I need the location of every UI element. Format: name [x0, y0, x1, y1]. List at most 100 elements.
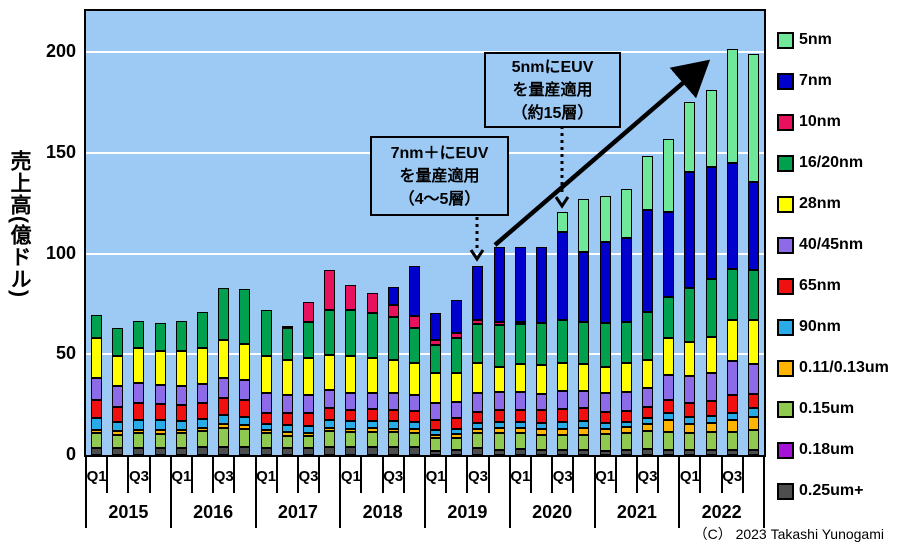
bar-segment-2015Q3-0.25um+ — [133, 448, 145, 455]
bar-segment-2022Q4-0.25um+ — [747, 449, 759, 455]
bar-segment-2019Q4-7nm — [493, 247, 505, 322]
year-divider — [593, 455, 596, 528]
bar-segment-2018Q4-16/20nm — [408, 327, 420, 364]
bar-segment-2022Q2-65nm — [705, 400, 717, 416]
legend-label-7nm: 7nm — [799, 72, 832, 89]
bar-segment-2019Q2-16/20nm — [451, 338, 463, 374]
bar-segment-2015Q1-40/45nm — [91, 378, 103, 400]
bar-segment-2022Q3-16/20nm — [726, 269, 738, 320]
legend-label-90nm: 90nm — [799, 318, 841, 335]
bar-segment-2021Q2-0.11/0.13um — [620, 427, 632, 434]
bar-segment-2019Q2-40/45nm — [451, 401, 463, 419]
bar-segment-2018Q2-40/45nm — [366, 392, 378, 410]
bar-segment-2020Q2-16/20nm — [536, 323, 548, 365]
bar-segment-2021Q2-65nm — [620, 410, 632, 422]
quarter-label-2019-Q3: Q3 — [467, 468, 488, 485]
bar-segment-2022Q3-0.15um — [726, 431, 738, 450]
bar-segment-2018Q2-0.15um — [366, 432, 378, 448]
bar-segment-2018Q3-7nm — [387, 286, 399, 306]
bar-segment-2021Q1-28nm — [599, 366, 611, 394]
bar-segment-2017Q4-0.25um+ — [324, 446, 336, 455]
bar-segment-2018Q3-0.11/0.13um — [387, 428, 399, 433]
bar-segment-2021Q4-28nm — [663, 338, 675, 376]
bar-segment-2015Q3-0.11/0.13um — [133, 430, 145, 434]
bar-segment-2019Q3-7nm — [472, 266, 484, 320]
annotation-line: 7nm＋にEUV — [390, 144, 489, 162]
quarter-label-2022-Q1: Q1 — [679, 468, 700, 485]
year-divider — [339, 455, 342, 528]
bar-segment-2020Q2-0.25um+ — [536, 449, 548, 455]
bar-segment-2015Q2-40/45nm — [112, 386, 124, 408]
bar-segment-2022Q1-40/45nm — [684, 376, 696, 403]
bar-segment-2017Q3-90nm — [302, 425, 314, 433]
bar-segment-2021Q3-90nm — [641, 418, 653, 425]
bar-segment-2020Q2-90nm — [536, 422, 548, 430]
quarter-label-2021-Q3: Q3 — [637, 468, 658, 485]
bar-segment-2022Q2-16/20nm — [705, 278, 717, 338]
quarter-tick — [106, 455, 109, 493]
year-divider — [678, 455, 681, 528]
legend-item-5nm: 5nm — [777, 31, 832, 49]
legend-swatch-0.11/0.13um — [777, 359, 794, 377]
quarter-tick — [635, 455, 638, 493]
bar-segment-2022Q1-0.15um — [684, 432, 696, 451]
bar-segment-2017Q1-0.25um+ — [260, 448, 272, 455]
legend-item-90nm: 90nm — [777, 318, 841, 336]
bar-segment-2016Q3-28nm — [218, 339, 230, 379]
legend-item-0.11/0.13um: 0.11/0.13um — [777, 359, 889, 377]
bar-segment-2016Q2-40/45nm — [197, 383, 209, 403]
bar-segment-2016Q2-0.25um+ — [197, 447, 209, 455]
year-divider — [763, 455, 765, 528]
bar-segment-2016Q1-0.15um — [175, 433, 187, 449]
bar-segment-2021Q3-0.15um — [641, 431, 653, 449]
bar-segment-2019Q1-7nm — [430, 313, 442, 340]
bar-segment-2021Q4-65nm — [663, 400, 675, 414]
bar-segment-2022Q2-7nm — [705, 166, 717, 279]
legend-label-0.11/0.13um: 0.11/0.13um — [799, 359, 889, 376]
bar-segment-2017Q3-40/45nm — [302, 394, 314, 414]
bar-segment-2021Q4-5nm — [663, 139, 675, 212]
bar-segment-2021Q1-16/20nm — [599, 323, 611, 367]
bar-segment-2018Q4-28nm — [408, 363, 420, 395]
quarter-tick — [148, 455, 151, 493]
bar-segment-2019Q2-10nm — [451, 333, 463, 339]
quarter-tick — [233, 455, 236, 493]
bar-segment-2015Q2-0.11/0.13um — [112, 431, 124, 435]
bar-segment-2020Q3-28nm — [557, 363, 569, 391]
bar-segment-2020Q4-7nm — [578, 251, 590, 322]
bar-segment-2022Q1-90nm — [684, 416, 696, 424]
bar-segment-2020Q4-40/45nm — [578, 391, 590, 409]
bar-segment-2018Q2-16/20nm — [366, 313, 378, 359]
bar-segment-2015Q2-0.25um+ — [112, 448, 124, 455]
bar-segment-2019Q2-28nm — [451, 373, 463, 402]
quarter-tick — [190, 455, 193, 493]
year-divider — [169, 455, 172, 528]
legend-swatch-0.25um+ — [777, 482, 794, 500]
bar-segment-2019Q4-90nm — [493, 421, 505, 429]
bar-segment-2019Q1-0.15um — [430, 438, 442, 451]
bar-segment-2018Q1-10nm — [345, 284, 357, 310]
bar-segment-2015Q3-90nm — [133, 419, 145, 431]
bar-segment-2018Q2-90nm — [366, 420, 378, 429]
bar-segment-2020Q3-0.11/0.13um — [557, 428, 569, 435]
year-label-2018: 2018 — [362, 502, 403, 522]
bar-segment-2021Q4-0.11/0.13um — [663, 419, 675, 432]
bar-segment-2019Q2-0.25um+ — [451, 449, 463, 455]
bar-segment-2015Q4-0.15um — [154, 433, 166, 449]
quarter-label-2017-Q1: Q1 — [256, 468, 277, 485]
bar-segment-2016Q1-28nm — [175, 351, 187, 386]
legend-swatch-28nm — [777, 195, 794, 213]
quarter-tick — [402, 455, 405, 493]
bar-segment-2020Q1-0.25um+ — [514, 449, 526, 455]
bar-segment-2019Q2-0.11/0.13um — [451, 434, 463, 438]
bar-segment-2017Q4-0.11/0.13um — [324, 428, 336, 432]
legend-swatch-0.18um — [777, 441, 794, 459]
bar-segment-2022Q1-0.25um+ — [684, 450, 696, 455]
bar-segment-2016Q3-0.15um — [218, 427, 230, 447]
bar-segment-2018Q4-40/45nm — [408, 394, 420, 411]
legend-item-40/45nm: 40/45nm — [777, 236, 863, 254]
quarter-label-2020-Q3: Q3 — [552, 468, 573, 485]
bar-segment-2022Q3-0.25um+ — [726, 449, 738, 455]
bar-segment-2022Q4-40/45nm — [747, 363, 759, 394]
bar-segment-2016Q1-16/20nm — [175, 321, 187, 352]
